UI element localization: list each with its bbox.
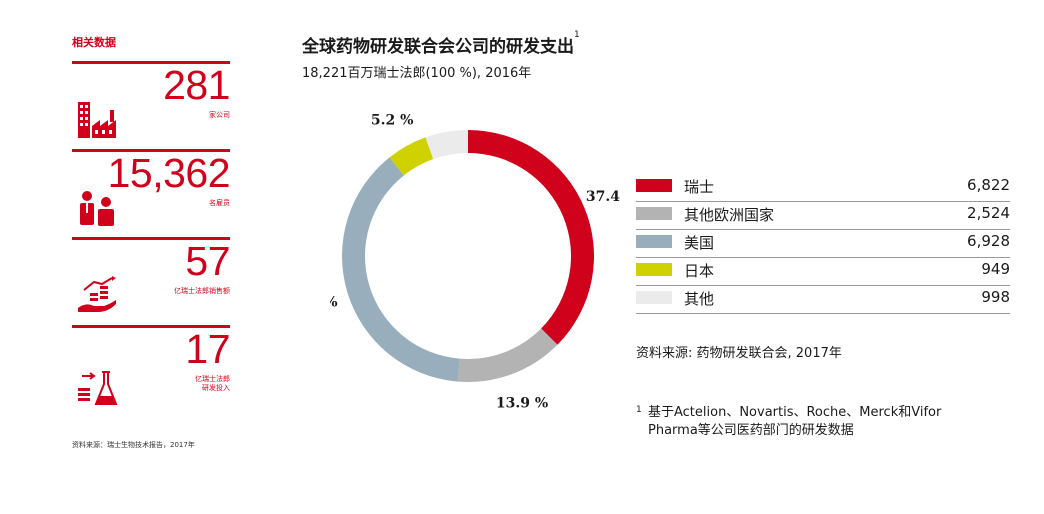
legend-swatch — [636, 235, 672, 248]
chart-legend: 瑞士 6,822 其他欧洲国家 2,524 美国 6,928 日本 949 其他 998 — [636, 174, 1010, 314]
legend-swatch — [636, 179, 672, 192]
legend-swatch — [636, 207, 672, 220]
fact-caption: 亿瑞士法郎销售额 — [174, 287, 230, 295]
legend-label: 其他 — [684, 290, 715, 308]
fact-number: 17 — [185, 326, 230, 372]
legend-row-japan: 日本 949 — [636, 258, 1010, 286]
chart-title: 全球药物研发联合会公司的研发支出1 — [302, 30, 580, 57]
slice-other-europe — [457, 328, 558, 382]
fact-employees: 15,362 名雇员 — [72, 149, 231, 236]
sidebar-heading: 相关数据 — [72, 36, 116, 49]
fact-number: 281 — [163, 62, 230, 108]
factory-buildings-icon — [78, 102, 116, 138]
legend-row-switzerland: 瑞士 6,822 — [636, 174, 1010, 202]
fact-caption: 名雇员 — [209, 199, 230, 207]
fact-rnd: 17 亿瑞士法郎 研发投入 — [72, 325, 230, 412]
chart-title-text: 全球药物研发联合会公司的研发支出 — [302, 37, 574, 57]
fact-number: 57 — [185, 238, 230, 284]
legend-label: 日本 — [684, 262, 715, 280]
legend-label: 瑞士 — [684, 178, 715, 196]
percent-label-usa: 38 % — [330, 294, 338, 310]
legend-value: 2,524 — [967, 204, 1010, 222]
legend-swatch — [636, 263, 672, 276]
percent-labels: 37.4 % 13.9 % 38 % 5.2 % 5.5 % — [330, 110, 620, 411]
legend-value: 6,928 — [967, 232, 1010, 250]
legend-value: 6,822 — [967, 176, 1010, 194]
fact-caption-line1: 亿瑞士法郎 — [195, 375, 230, 383]
hand-coins-growth-icon — [78, 276, 116, 312]
legend-value: 949 — [981, 260, 1010, 278]
slice-switzerland — [468, 130, 594, 345]
fact-companies: 281 家公司 — [72, 61, 230, 148]
percent-label-switzerland: 37.4 % — [586, 189, 620, 205]
fact-caption-line2: 研发投入 — [202, 384, 230, 392]
legend-value: 998 — [981, 288, 1010, 306]
slice-japan — [389, 137, 434, 176]
legend-row-usa: 美国 6,928 — [636, 230, 1010, 258]
slice-other — [425, 130, 468, 160]
legend-row-other-europe: 其他欧洲国家 2,524 — [636, 202, 1010, 230]
chart-source: 资料来源: 药物研发联合会, 2017年 — [636, 346, 842, 361]
footnote-line1: 基于Actelion、Novartis、Roche、Merck和Vifor — [648, 405, 942, 420]
footnote-line2: Pharma等公司医药部门的研发数据 — [648, 423, 854, 438]
donut-chart: 37.4 % 13.9 % 38 % 5.2 % 5.5 % — [330, 110, 620, 411]
footnote-mark: 1 — [636, 405, 642, 415]
fact-sales: 57 亿瑞士法郎销售额 — [72, 237, 230, 324]
sidebar-source: 资料来源：瑞士生物技术报告，2017年 — [72, 441, 195, 449]
percent-label-other: 5.5 % — [420, 110, 463, 111]
legend-label: 美国 — [684, 234, 715, 252]
legend-label: 其他欧洲国家 — [684, 206, 775, 224]
percent-label-other-europe: 13.9 % — [496, 395, 548, 411]
legend-swatch — [636, 291, 672, 304]
fact-number: 15,362 — [107, 150, 231, 196]
legend-row-other: 其他 998 — [636, 286, 1010, 314]
fact-caption: 家公司 — [209, 111, 230, 119]
lab-flask-coins-icon — [78, 371, 118, 405]
donut-slices — [342, 130, 594, 382]
title-footnote-mark: 1 — [574, 30, 580, 40]
chart-subtitle: 18,221百万瑞士法郎(100 %), 2016年 — [302, 66, 532, 81]
percent-label-japan: 5.2 % — [371, 113, 414, 129]
slice-usa — [342, 157, 460, 382]
employees-group-icon — [80, 191, 114, 226]
